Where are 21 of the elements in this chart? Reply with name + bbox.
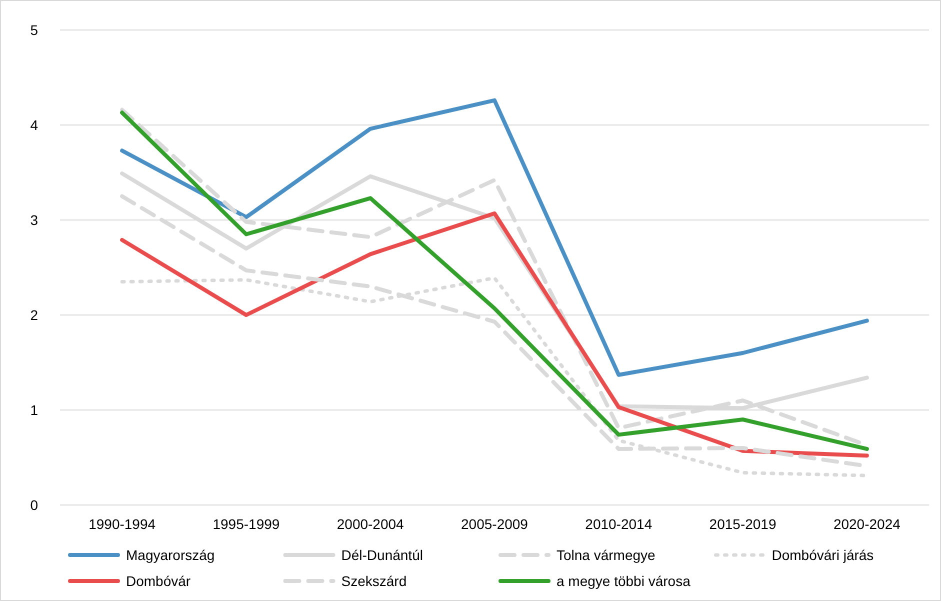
y-tick-label: 4 — [30, 116, 38, 133]
legend-label: Tolna vármegye — [556, 546, 656, 563]
legend-label: Dombóvári járás — [772, 546, 874, 563]
x-tick-label: 1995-1999 — [212, 516, 280, 532]
legend-label: Magyarország — [126, 546, 215, 563]
legend-label: Szekszárd — [341, 572, 407, 589]
y-tick-label: 5 — [30, 22, 38, 38]
y-tick-label: 1 — [30, 402, 38, 418]
legend-label: Dombóvár — [126, 572, 191, 589]
x-tick-label: 2015-2019 — [709, 516, 776, 532]
legend-label: Dél-Dunántúl — [341, 546, 423, 563]
line-series — [120, 98, 869, 377]
x-tick-label: 2010-2014 — [585, 516, 652, 532]
x-tick-label: 2000-2004 — [336, 516, 404, 532]
y-tick-label: 0 — [30, 496, 38, 513]
legend-label: a megye többi városa — [556, 572, 691, 589]
x-tick-label: 2005-2009 — [461, 516, 528, 532]
x-tick-label: 2020-2024 — [833, 516, 901, 532]
y-tick-label: 2 — [30, 306, 38, 323]
y-tick-label: 3 — [30, 212, 38, 228]
x-tick-label: 1990-1994 — [88, 516, 156, 532]
